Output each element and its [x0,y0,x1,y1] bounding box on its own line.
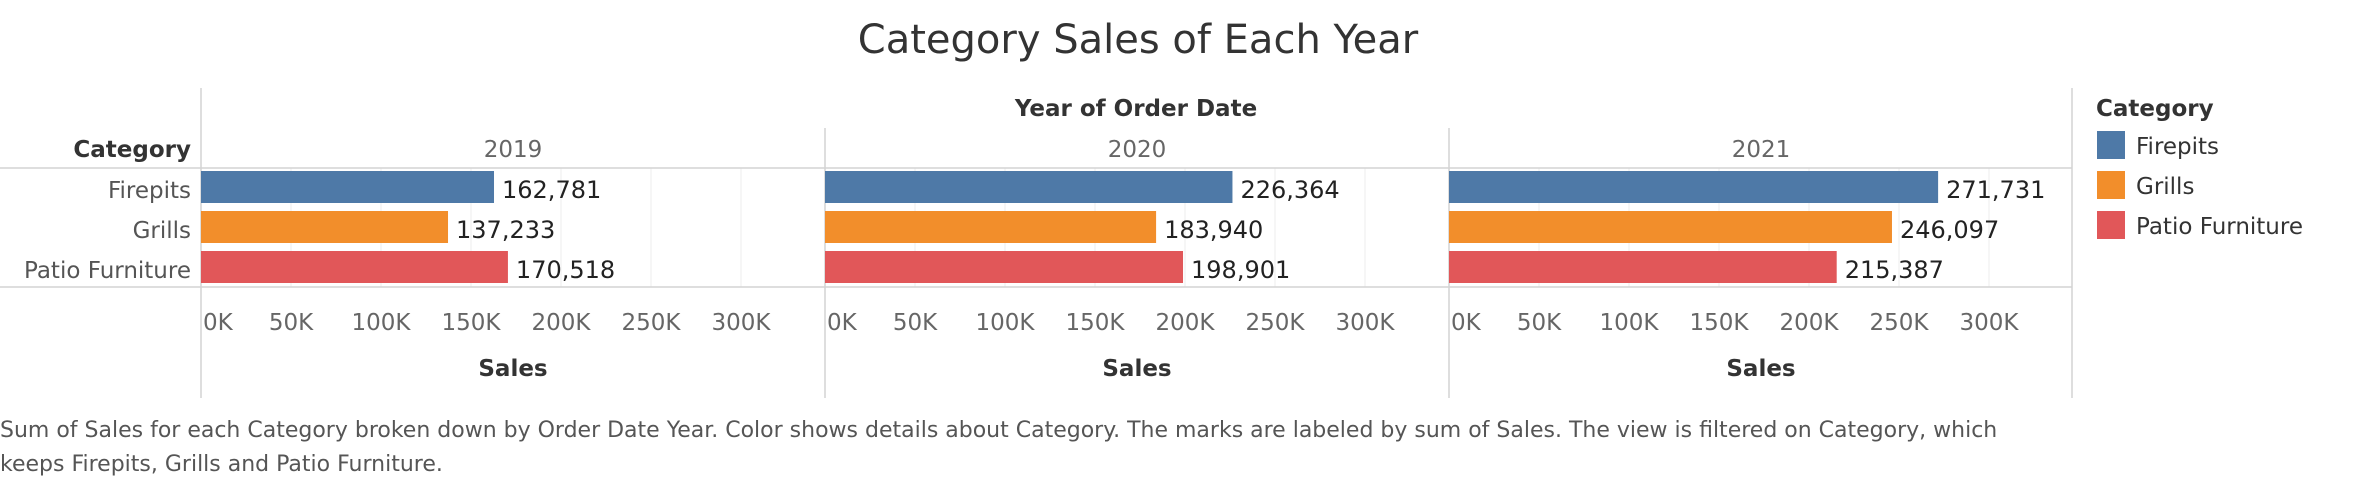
column-header: Year of Order Date [1014,96,1257,122]
x-tick-label: 250K [622,310,682,336]
bar [1449,171,1939,203]
chart-title: Category Sales of Each Year [858,17,1419,63]
x-tick-label: 0K [827,310,858,336]
chart-caption: Sum of Sales for each Category broken do… [0,418,1998,477]
category-label: Patio Furniture [24,258,191,284]
category-label: Grills [133,218,191,244]
x-axis-title: Sales [478,356,547,382]
x-tick-label: 300K [712,310,772,336]
data-label: 215,387 [1845,256,1944,284]
year-header: 2021 [1732,137,1791,163]
category-label: Firepits [108,178,191,204]
x-tick-label: 200K [532,310,592,336]
x-tick-label: 50K [269,310,314,336]
legend-swatch [2097,171,2125,199]
bar [201,251,508,283]
row-header: Category [73,137,191,163]
x-tick-label: 100K [1600,310,1660,336]
legend-label: Patio Furniture [2136,214,2303,240]
year-header: 2019 [484,137,543,163]
year-header: 2020 [1108,137,1167,163]
data-label: 137,233 [456,216,555,244]
data-label: 198,901 [1191,256,1290,284]
bar [201,211,449,243]
x-axis-title: Sales [1102,356,1171,382]
x-tick-label: 200K [1780,310,1840,336]
legend-label: Grills [2136,174,2194,200]
x-tick-label: 50K [893,310,938,336]
x-tick-label: 0K [203,310,234,336]
bar [825,211,1157,243]
legend-title: Category [2096,96,2214,122]
x-tick-label: 100K [976,310,1036,336]
data-label: 271,731 [1946,176,2045,204]
data-label: 183,940 [1164,216,1263,244]
legend-swatch [2097,131,2125,159]
x-tick-label: 50K [1517,310,1562,336]
legend-label: Firepits [2136,134,2219,160]
legend-swatch [2097,211,2125,239]
bar [1449,211,1892,243]
x-tick-label: 300K [1336,310,1396,336]
x-tick-label: 150K [442,310,502,336]
data-label: 246,097 [1900,216,1999,244]
data-label: 162,781 [502,176,601,204]
x-tick-label: 150K [1066,310,1126,336]
bar [1449,251,1837,283]
x-tick-label: 250K [1246,310,1306,336]
chart: Category Sales of Each Year Year of Order… [0,17,2303,398]
x-tick-label: 300K [1960,310,2020,336]
data-label: 226,364 [1240,176,1339,204]
x-tick-label: 0K [1451,310,1482,336]
bar [201,171,495,203]
x-tick-label: 150K [1690,310,1750,336]
bar [825,251,1184,283]
bar [825,171,1233,203]
x-tick-label: 250K [1870,310,1930,336]
x-tick-label: 200K [1156,310,1216,336]
x-axis-title: Sales [1726,356,1795,382]
x-tick-label: 100K [352,310,412,336]
data-label: 170,518 [516,256,615,284]
